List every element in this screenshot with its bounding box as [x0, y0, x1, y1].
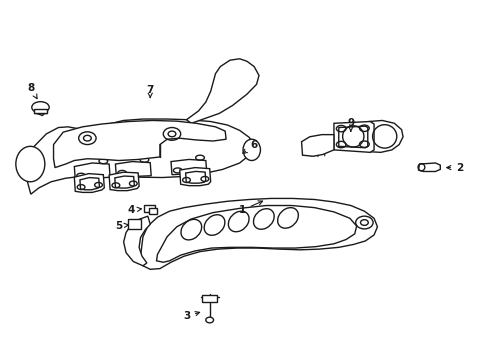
Text: 6: 6 [243, 140, 257, 153]
Bar [127, 219, 141, 229]
Polygon shape [140, 198, 377, 269]
Ellipse shape [16, 146, 45, 182]
Polygon shape [338, 126, 367, 148]
Bar [144, 205, 155, 212]
Polygon shape [418, 163, 439, 171]
Polygon shape [115, 162, 151, 177]
Ellipse shape [243, 139, 260, 161]
Ellipse shape [205, 317, 213, 323]
Polygon shape [333, 122, 373, 152]
Bar [148, 208, 157, 214]
Text: 5: 5 [115, 221, 128, 231]
Polygon shape [74, 163, 110, 180]
Polygon shape [186, 59, 259, 123]
Polygon shape [301, 135, 333, 156]
Text: 3: 3 [183, 311, 199, 321]
Polygon shape [123, 216, 150, 266]
Text: 2: 2 [446, 163, 462, 172]
Text: 8: 8 [27, 83, 37, 99]
Polygon shape [27, 119, 254, 194]
Text: 7: 7 [146, 85, 154, 98]
Polygon shape [109, 172, 139, 191]
Text: 9: 9 [346, 118, 354, 131]
Ellipse shape [32, 102, 49, 113]
Polygon shape [367, 121, 402, 152]
Bar [202, 295, 217, 302]
Polygon shape [156, 206, 356, 262]
Polygon shape [180, 168, 210, 186]
Text: 1: 1 [238, 201, 262, 215]
Polygon shape [171, 159, 206, 175]
Polygon shape [53, 121, 225, 168]
Polygon shape [74, 174, 104, 192]
Bar [34, 109, 47, 113]
Text: 4: 4 [127, 205, 141, 215]
